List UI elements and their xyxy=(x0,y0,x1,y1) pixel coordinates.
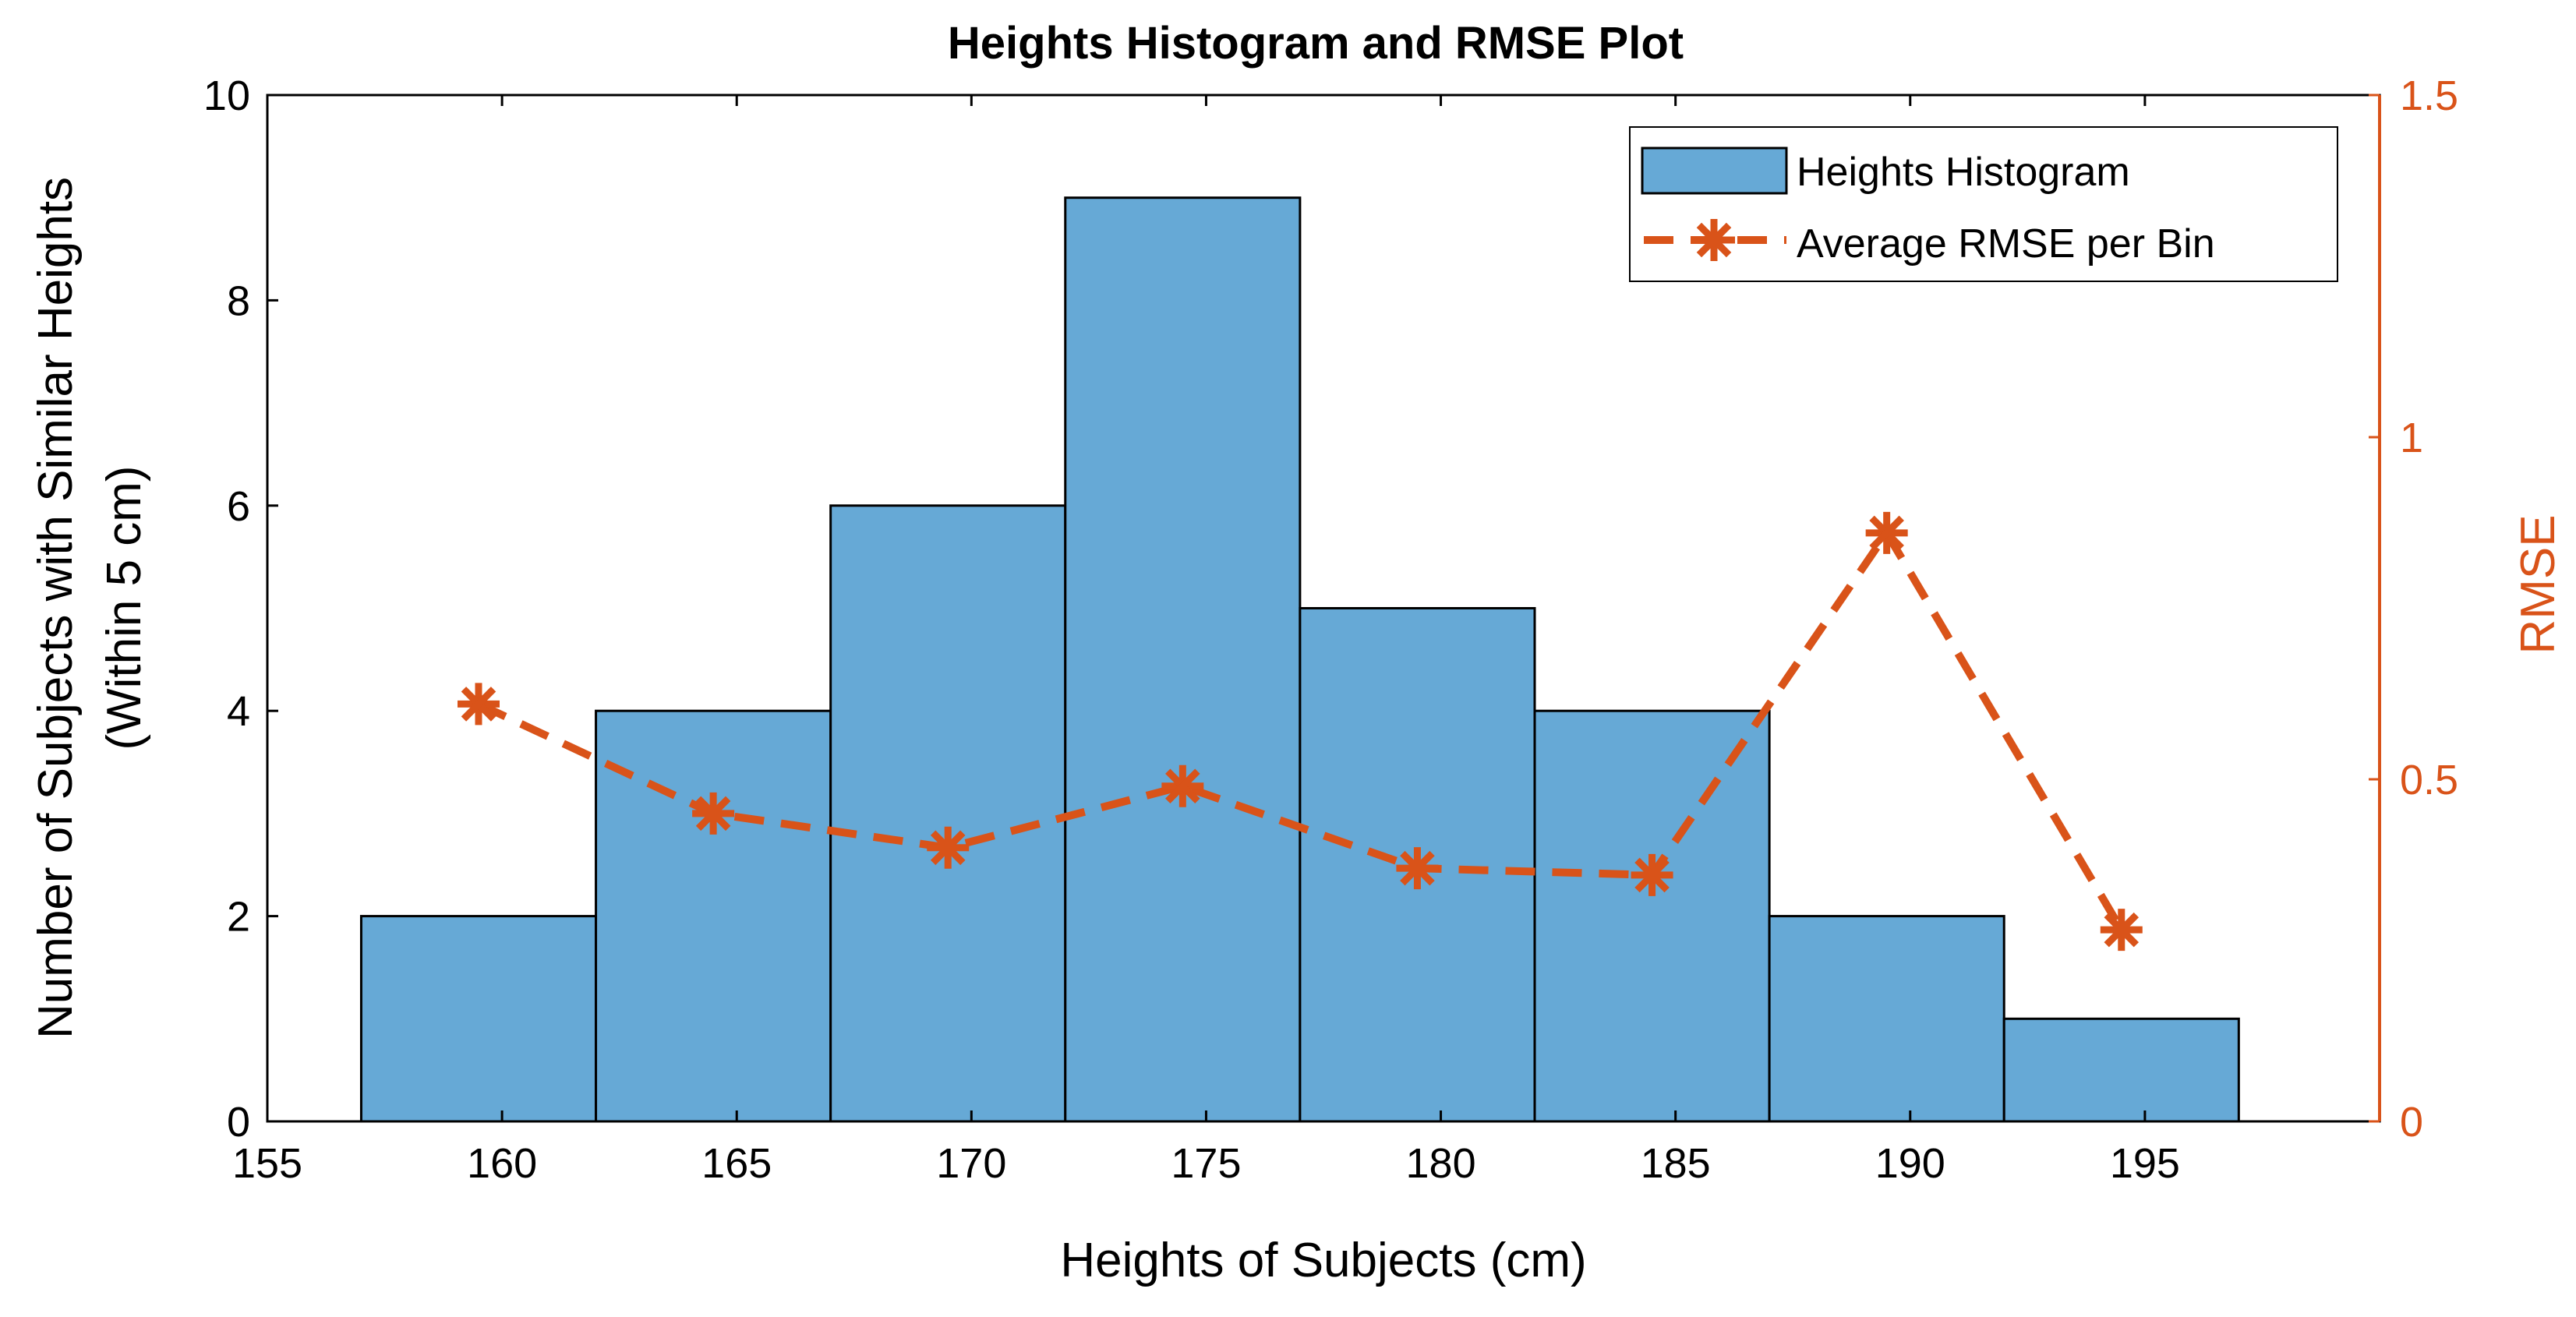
legend-swatch-rmse xyxy=(1642,219,1786,261)
legend-label-histogram: Heights Histogram xyxy=(1797,150,2130,195)
x-tick-label: 160 xyxy=(467,1140,537,1187)
rmse-series xyxy=(458,511,2143,952)
y-right-tick-label: 0 xyxy=(2400,1099,2423,1146)
y-axis-right: 0 0.5 1 1.5 xyxy=(2369,72,2458,1146)
x-tick-label: 170 xyxy=(936,1140,1006,1187)
x-tick-label: 185 xyxy=(1641,1140,1711,1187)
histogram-bar xyxy=(1064,196,1302,1123)
x-tick-label: 190 xyxy=(1875,1140,1945,1187)
legend-rmse-marker xyxy=(1693,219,1735,261)
y-left-tick-label: 0 xyxy=(227,1099,250,1146)
rmse-marker xyxy=(458,683,500,726)
x-axis-label: Heights of Subjects (cm) xyxy=(1060,1234,1586,1287)
y-axis-left-label-line2: (Within 5 cm) xyxy=(97,465,151,750)
rmse-marker xyxy=(692,792,735,835)
x-axis: 155 160 165 170 175 180 185 190 195 xyxy=(232,95,2180,1187)
histogram-bar xyxy=(2002,1017,2240,1123)
y-left-tick-label: 8 xyxy=(227,277,250,324)
rmse-marker xyxy=(1631,853,1673,896)
histogram-bar xyxy=(829,504,1067,1123)
histogram-bar xyxy=(359,915,598,1123)
y-axis-left-label-line1: Number of Subjects with Similar Heights xyxy=(29,177,83,1039)
y-left-tick-label: 4 xyxy=(227,688,250,735)
legend-swatch-histogram xyxy=(1641,147,1788,195)
histogram-bar xyxy=(1768,915,2005,1123)
y-left-tick-label: 2 xyxy=(227,894,250,941)
x-tick-label: 195 xyxy=(2110,1140,2180,1187)
histogram-bars xyxy=(359,196,2240,1123)
y-right-tick-label: 1 xyxy=(2400,415,2423,461)
rmse-marker xyxy=(1865,511,1908,554)
rmse-marker xyxy=(927,826,970,869)
rmse-marker xyxy=(1161,764,1204,807)
y-right-tick-label: 0.5 xyxy=(2400,757,2458,803)
y-right-tick-label: 1.5 xyxy=(2400,72,2458,119)
rmse-line xyxy=(476,528,2125,932)
x-tick-label: 155 xyxy=(232,1140,302,1187)
rmse-marker xyxy=(2100,909,2143,952)
histogram-bar xyxy=(1533,709,1771,1123)
x-tick-label: 180 xyxy=(1406,1140,1476,1187)
y-axis-left: 0 2 4 6 8 10 xyxy=(203,72,278,1146)
x-tick-label: 175 xyxy=(1171,1140,1241,1187)
chart-title: Heights Histogram and RMSE Plot xyxy=(948,18,1684,69)
legend: Heights Histogram Average RMSE per Bin xyxy=(1629,126,2338,282)
y-axis-right-label: RMSE xyxy=(2511,514,2565,654)
y-left-tick-label: 10 xyxy=(203,72,250,119)
y-left-tick-label: 6 xyxy=(227,483,250,530)
histogram-bar xyxy=(595,709,832,1123)
rmse-marker xyxy=(1396,847,1439,890)
legend-label-rmse: Average RMSE per Bin xyxy=(1797,221,2215,267)
x-tick-label: 165 xyxy=(701,1140,772,1187)
